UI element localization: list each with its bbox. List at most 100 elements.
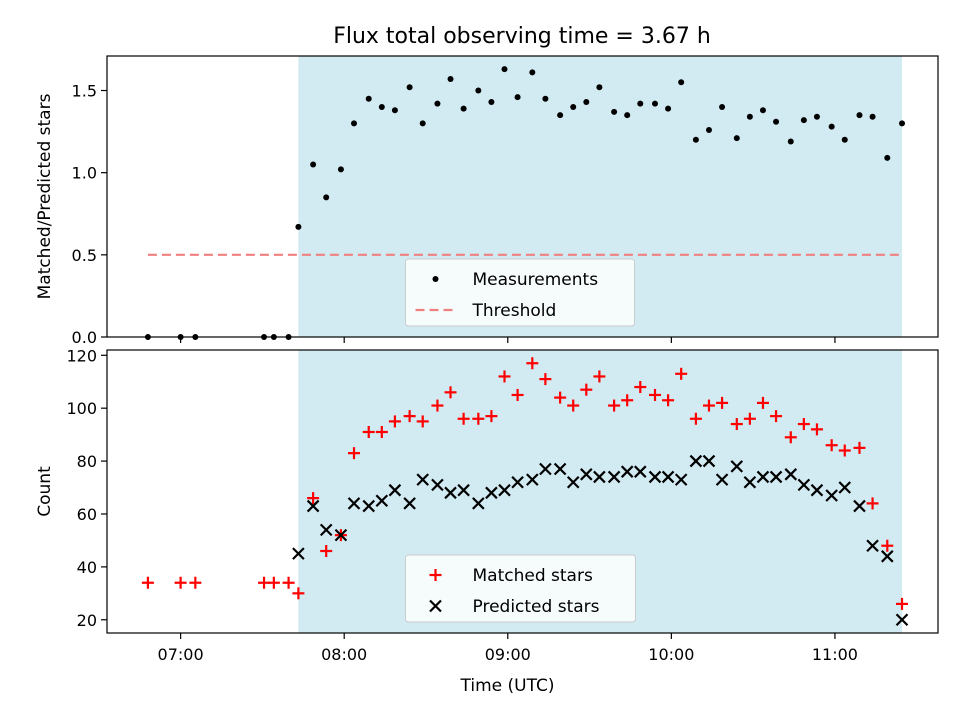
- predicted-stars-point: [498, 483, 511, 497]
- top-marks: [144, 66, 906, 340]
- predicted-stars-point: [334, 528, 348, 542]
- measurements-legend-swatch: [432, 276, 439, 282]
- y-tick-label: 20: [77, 611, 97, 630]
- matched-stars-point: [472, 412, 485, 425]
- measurements-point: [733, 135, 740, 142]
- matched-stars-point: [649, 388, 662, 401]
- predicted-stars-point: [388, 483, 402, 497]
- figure-title: Flux total observing time = 3.67 h: [333, 24, 711, 49]
- measurements-point: [310, 161, 317, 168]
- predicted-stars-point: [607, 470, 621, 484]
- measurements-point: [773, 118, 780, 125]
- predicted-stars-legend-swatch: [429, 599, 442, 613]
- predicted-stars-point: [375, 494, 389, 508]
- predicted-stars-point: [444, 486, 457, 500]
- measurements-point: [856, 112, 863, 119]
- y-tick-label: 0.5: [72, 246, 97, 265]
- measurements-point: [557, 112, 564, 119]
- predicted-stars-point: [634, 465, 647, 478]
- matched-stars-point: [853, 441, 866, 454]
- measurements-point: [365, 95, 372, 102]
- matched-stars-point: [444, 386, 457, 399]
- measurements-point: [869, 113, 876, 120]
- measurements-point: [624, 112, 631, 119]
- predicted-stars-point: [511, 475, 524, 489]
- predicted-stars-point: [769, 470, 783, 484]
- x-tick-label: 11:00: [812, 645, 858, 664]
- predicted-stars-point: [661, 470, 675, 484]
- y-tick-label: 100: [66, 399, 97, 418]
- measurements-point: [406, 84, 413, 91]
- matched-stars-point: [567, 399, 580, 412]
- measurements-point: [611, 108, 618, 115]
- y-tick-label: 1.0: [72, 164, 97, 183]
- y-tick-label: 40: [77, 558, 97, 577]
- measurements-point: [460, 105, 467, 112]
- legend-box: [405, 258, 635, 327]
- predicted-stars-point: [730, 460, 744, 473]
- matched-stars-point: [784, 431, 797, 444]
- predicted-stars-point: [810, 483, 824, 497]
- predicted-stars-point: [715, 473, 729, 486]
- matched-stars-point: [431, 399, 444, 412]
- measurements-point: [759, 107, 766, 114]
- matched-stars-legend-swatch: [429, 569, 442, 581]
- predicted-stars-point: [292, 547, 305, 560]
- predicted-stars-point: [689, 454, 703, 468]
- matched-stars-point: [634, 381, 647, 394]
- matched-stars-point: [348, 447, 361, 460]
- predicted-stars-point: [431, 478, 444, 492]
- measurements-point: [514, 94, 521, 101]
- x-tick-label: 07:00: [158, 645, 204, 664]
- measurements-point: [899, 120, 906, 127]
- matched-stars-point: [689, 412, 702, 425]
- top-axes-frame: [106, 55, 939, 338]
- matched-stars-point: [866, 497, 879, 510]
- measurements-point: [434, 100, 441, 107]
- measurements-point: [692, 136, 699, 143]
- measurements-point: [652, 100, 659, 107]
- top-y-axis-label: Matched/Predicted stars: [35, 93, 55, 299]
- y-tick-label: 0.0: [72, 328, 97, 347]
- matched-stars-point: [593, 370, 606, 383]
- matched-stars-point: [511, 388, 524, 401]
- measurements-point: [884, 154, 891, 161]
- matched-stars-point: [141, 576, 154, 589]
- matched-stars-point: [485, 410, 498, 423]
- y-tick-label: 120: [66, 346, 97, 365]
- measurements-point: [665, 105, 672, 112]
- measurements-point: [337, 166, 344, 173]
- predicted-stars-point: [566, 475, 580, 489]
- matched-stars-point: [457, 412, 470, 425]
- measurements-point: [637, 100, 644, 107]
- measurements-point: [542, 95, 549, 102]
- predicted-stars-point: [838, 481, 852, 494]
- predicted-stars-point: [472, 497, 485, 510]
- predicted-stars-point: [485, 486, 498, 500]
- matched-stars-point: [307, 492, 320, 505]
- matched-stars-point: [498, 370, 511, 383]
- matched-stars-point: [810, 423, 823, 436]
- matched-stars-point: [716, 396, 729, 409]
- matched-stars-point: [881, 539, 894, 552]
- matched-stars-point: [662, 394, 675, 407]
- predicted-stars-point: [457, 483, 470, 497]
- measurements-point: [488, 99, 495, 106]
- measurements-point: [447, 76, 454, 83]
- predicted-stars-point: [853, 499, 866, 513]
- predicted-stars-point: [416, 473, 429, 486]
- measurements-point: [583, 99, 590, 106]
- x-tick-label: 09:00: [485, 645, 531, 664]
- predicted-stars-point: [580, 468, 593, 481]
- measurements-point: [596, 84, 603, 91]
- matched-stars-point: [621, 394, 634, 407]
- matched-stars-point: [797, 418, 810, 431]
- predicted-stars-point: [895, 613, 909, 627]
- matched-stars-point: [539, 373, 552, 386]
- predicted-stars-point: [362, 499, 376, 513]
- matched-stars-point: [580, 383, 593, 396]
- measurements-point: [295, 223, 302, 230]
- top-legend: Measurements Threshold: [405, 258, 635, 327]
